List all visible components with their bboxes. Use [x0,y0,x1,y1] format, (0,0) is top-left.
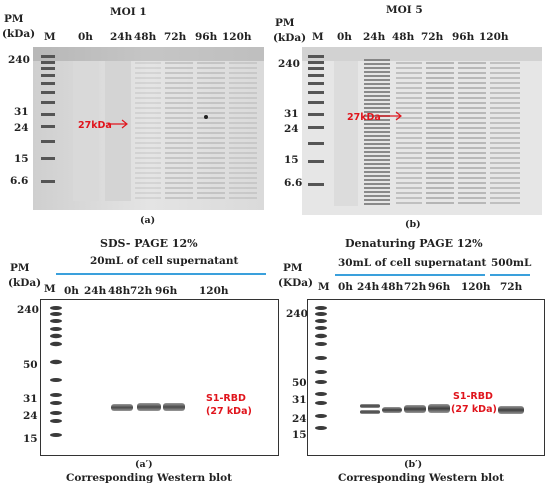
panel-caption: (a) [140,215,156,226]
marker-240: 240 [8,54,30,66]
panel-caption: (b) [405,219,421,230]
lane-label-48h: 48h [108,285,131,297]
marker-6-6: 6.6 [284,177,303,189]
panel-title: SDS- PAGE 12% [100,237,198,250]
band-label-s1-rbd: S1-RBD [206,393,246,404]
kda-header: (kDa) [273,32,307,44]
western-blot-membrane [307,299,545,456]
lane-label-72h: 72h [421,31,444,43]
marker-15: 15 [14,153,29,165]
lane-label-m: M [312,31,324,43]
annotation-27kda: 27kDa [78,120,112,131]
lane-label-120h: 120h [479,31,509,43]
lane-label-120h: 120h [222,31,252,43]
panel-caption: (b′) [404,459,423,470]
lane-label-24h: 24h [357,281,380,293]
panel-caption: (a′) [135,459,153,470]
marker-50: 50 [292,377,307,389]
marker-24: 24 [23,410,38,422]
group-label: 20mL of cell supernatant [90,255,239,267]
marker-31: 31 [292,394,307,406]
lane-label-0h: 0h [337,31,352,43]
marker-31: 31 [284,108,299,120]
annotation-27kda: 27kDa [347,112,381,123]
lane-label-0h: 0h [338,281,353,293]
lane-label-72h-500ml: 72h [500,281,523,293]
marker-6-6: 6.6 [10,175,29,187]
lane-label-24h: 24h [84,285,107,297]
lane-label-24h: 24h [363,31,386,43]
lane-label-48h: 48h [392,31,415,43]
marker-24: 24 [284,123,299,135]
kda-header: (kDa) [8,277,42,289]
gel-image-moi5 [302,47,542,215]
lane-label-72h: 72h [404,281,427,293]
lane-label-48h: 48h [381,281,404,293]
group-label-2: 500mL [491,257,532,269]
lane-label-72h: 72h [130,285,153,297]
panel-subcaption: Corresponding Western blot [66,472,233,484]
pm-header: PM [283,262,303,274]
marker-15: 15 [292,429,307,441]
group-underline [56,273,266,275]
marker-240: 240 [286,308,308,320]
marker-24: 24 [292,413,307,425]
marker-240: 240 [17,304,39,316]
lane-label-120h: 120h [199,285,229,297]
lane-label-0h: 0h [78,31,93,43]
lane-label-72h: 72h [164,31,187,43]
pm-header: PM [4,13,24,25]
group-underline [335,274,485,276]
lane-label-0h: 0h [64,285,79,297]
marker-31: 31 [23,393,38,405]
group-label: 30mL of cell supernatant [338,257,487,269]
western-blot-membrane [40,299,279,456]
panel-title: Denaturing PAGE 12% [345,237,483,250]
kda-header: (kDa) [2,28,36,40]
lane-label-m: M [318,281,330,293]
marker-31: 31 [14,106,29,118]
lane-label-120h: 120h [461,281,491,293]
band-label-s1-rbd: S1-RBD [453,391,493,402]
band-label-27kda: (27 kDa) [206,406,252,417]
marker-15: 15 [23,433,38,445]
lane-label-m: M [44,283,56,295]
panel-title: MOI 5 [386,4,423,16]
pm-header: PM [10,262,30,274]
lane-label-96h: 96h [195,31,218,43]
gel-image-moi1 [33,47,264,210]
lane-label-96h: 96h [155,285,178,297]
marker-24: 24 [14,122,29,134]
group-underline-2 [490,274,530,276]
marker-240: 240 [278,58,300,70]
lane-label-m: M [44,31,56,43]
panel-subcaption: Corresponding Western blot [338,472,505,484]
lane-label-48h: 48h [134,31,157,43]
pm-header: PM [275,17,295,29]
band-label-27kda: (27 kDa) [451,404,497,415]
marker-50: 50 [23,359,38,371]
panel-title: MOI 1 [110,6,147,18]
lane-label-24h: 24h [110,31,133,43]
lane-label-96h: 96h [452,31,475,43]
kda-header: (KDa) [278,277,313,289]
marker-15: 15 [284,154,299,166]
lane-label-96h: 96h [428,281,451,293]
